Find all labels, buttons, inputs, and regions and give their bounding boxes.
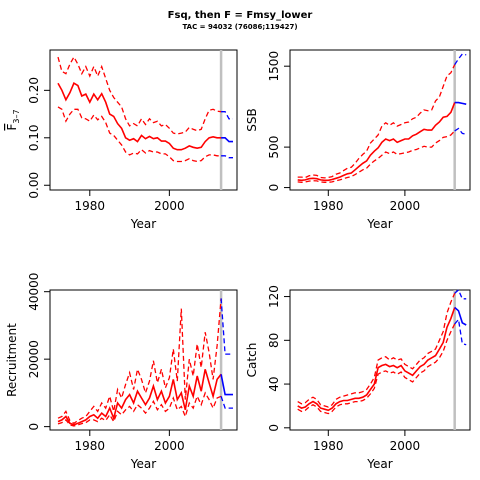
series-historic-lower	[57, 391, 222, 427]
y-tick-label: 120	[267, 285, 281, 308]
series-forecast-upper	[454, 288, 467, 300]
plot-frame	[49, 49, 238, 191]
y-tick-label: 0.00	[27, 172, 41, 199]
series-historic-upper	[297, 293, 456, 408]
y-tick-label: 80	[267, 333, 281, 348]
plot-frame	[289, 49, 471, 191]
y-axis-label: SSB	[245, 108, 259, 131]
panel-f: 1980 2000 0.00 0.10 0.20 Year F3–7	[5, 49, 238, 231]
series-forecast-lower	[221, 155, 233, 159]
x-tick-label: 2000	[154, 199, 185, 213]
series-historic-lower	[57, 106, 222, 163]
panel-catch: 1980 2000 0 40 80 120 Year Catch	[245, 285, 471, 471]
series-forecast-lower	[454, 318, 467, 346]
y-tick-label: 40	[267, 376, 281, 391]
x-tick-label: 1980	[313, 439, 344, 453]
y-axis-label: Recruitment	[5, 323, 19, 397]
series-forecast-median	[221, 137, 233, 143]
y-tick-label: 1500	[267, 51, 281, 82]
series-historic-upper	[57, 55, 222, 135]
y-tick-label: 0.20	[27, 77, 41, 104]
x-axis-label: Year	[366, 217, 392, 231]
plot-frame	[289, 289, 471, 431]
y-tick-label: 0	[27, 423, 41, 431]
series-forecast-lower	[454, 127, 467, 135]
series-historic-lower	[297, 130, 456, 183]
x-tick-label: 2000	[390, 199, 421, 213]
series-forecast-lower	[220, 396, 233, 409]
series-historic-median	[57, 82, 222, 151]
series-historic-upper	[297, 64, 456, 179]
x-tick-label: 1980	[75, 199, 106, 213]
figure-title: Fsq, then F = Fmsy_lower	[167, 10, 313, 21]
y-tick-label: 40000	[27, 273, 41, 311]
series-historic-upper	[57, 298, 222, 425]
series-historic-median	[297, 102, 456, 182]
panel-ssb: 1980 2000 0 500 1500 Year SSB	[245, 49, 471, 231]
series-historic-median	[297, 307, 456, 412]
series-forecast-median	[454, 306, 467, 326]
y-axis-label: Catch	[245, 343, 259, 378]
y-axis-label: F3–7	[5, 109, 21, 130]
x-tick-label: 2000	[390, 439, 421, 453]
y-tick-label: 0	[267, 424, 281, 432]
series-forecast-upper	[220, 298, 233, 355]
x-tick-label: 1980	[313, 199, 344, 213]
series-forecast-median	[220, 374, 233, 396]
series-forecast-median	[454, 101, 467, 105]
series-forecast-upper	[221, 111, 233, 120]
x-axis-label: Year	[366, 457, 392, 471]
y-tick-label: 500	[267, 136, 281, 159]
y-tick-label: 0.10	[27, 124, 41, 151]
series-forecast-upper	[454, 53, 467, 65]
x-tick-label: 1980	[75, 439, 106, 453]
y-axis-label-main: F	[5, 124, 19, 131]
figure-subtitle: TAC = 94032 (76086;119427)	[182, 23, 298, 31]
series-historic-lower	[297, 323, 456, 415]
y-tick-label: 20000	[27, 340, 41, 378]
y-axis-label-subscript: 3–7	[12, 109, 21, 123]
series-historic-median	[57, 369, 222, 426]
x-axis-label: Year	[130, 457, 156, 471]
y-tick-label: 0	[267, 184, 281, 192]
x-axis-label: Year	[130, 217, 156, 231]
x-tick-label: 2000	[154, 439, 185, 453]
plot-frame	[49, 289, 238, 431]
